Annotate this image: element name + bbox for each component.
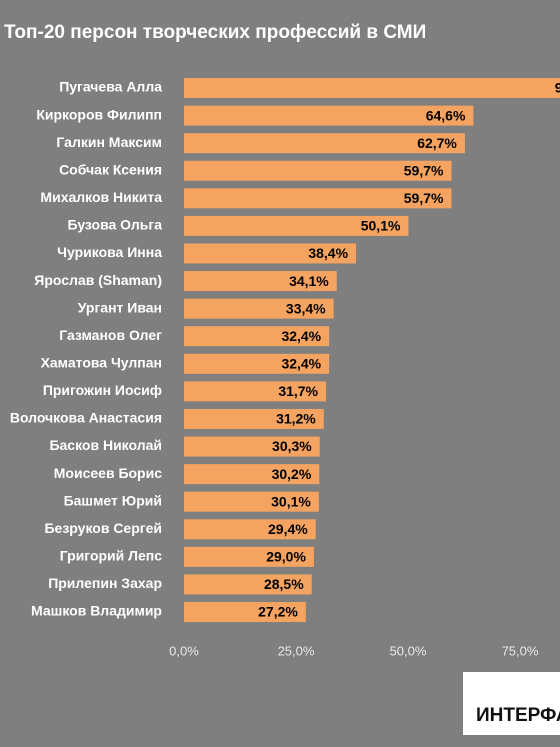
bar — [184, 215, 409, 236]
value-label: 59,7% — [404, 190, 444, 206]
category-label: Пригожин Иосиф — [43, 382, 162, 398]
bar — [184, 602, 306, 623]
value-label: 62,7% — [417, 135, 457, 151]
bar — [184, 78, 560, 98]
value-label: 32,4% — [281, 356, 321, 372]
bar — [184, 408, 324, 429]
value-label: 93,4% — [555, 80, 560, 96]
bar — [184, 133, 465, 154]
x-tick-label: 75,0% — [502, 643, 539, 658]
value-label: 30,3% — [272, 438, 312, 454]
category-label: Газманов Олег — [59, 327, 162, 343]
value-label: 30,1% — [271, 493, 311, 509]
bar — [184, 353, 330, 374]
category-label: Киркоров Филипп — [36, 106, 162, 122]
category-label: Бузова Ольга — [67, 217, 162, 233]
category-label: Басков Николай — [49, 437, 162, 453]
category-label: Машков Владимир — [31, 603, 162, 619]
bar — [184, 464, 320, 485]
category-label: Собчак Ксения — [59, 161, 162, 177]
category-label: Хаматова Чулпан — [41, 355, 162, 371]
chart-title: Топ-20 персон творческих профессий в СМИ — [4, 22, 426, 43]
bar — [184, 491, 319, 512]
value-label: 31,7% — [278, 383, 318, 399]
x-tick-label: 0,0% — [169, 643, 199, 658]
category-label: Башмет Юрий — [64, 492, 162, 508]
value-label: 30,2% — [272, 466, 312, 482]
logo: ИНТЕРФАКС — [476, 705, 560, 726]
bar — [184, 326, 330, 347]
bar — [184, 546, 314, 567]
value-label: 59,7% — [404, 162, 444, 178]
x-tick-label: 25,0% — [278, 643, 315, 658]
value-label: 29,0% — [266, 549, 306, 565]
category-label: Михалков Никита — [40, 189, 162, 205]
category-label: Пугачева Алла — [59, 79, 162, 95]
bar — [184, 436, 320, 457]
category-label: Галкин Максим — [56, 134, 162, 150]
value-label: 50,1% — [361, 218, 401, 234]
category-label: Безруков Сергей — [44, 520, 162, 536]
bar — [184, 381, 327, 402]
bar — [184, 519, 316, 540]
category-label: Прилепин Захар — [48, 575, 162, 591]
value-label: 31,2% — [276, 411, 316, 427]
bar — [184, 243, 357, 264]
logo-box — [463, 672, 560, 735]
category-label: Ургант Иван — [78, 299, 162, 315]
value-label: 38,4% — [308, 245, 348, 261]
value-label: 29,4% — [268, 521, 308, 537]
value-label: 34,1% — [289, 273, 329, 289]
bar — [184, 160, 452, 181]
bar — [184, 574, 312, 595]
x-tick-label: 50,0% — [390, 643, 427, 658]
value-label: 28,5% — [264, 576, 304, 592]
value-label: 33,4% — [286, 300, 326, 316]
category-label: Григорий Лепс — [60, 548, 162, 564]
bar — [184, 105, 474, 126]
category-label: Моисеев Борис — [54, 465, 162, 481]
value-label: 64,6% — [426, 107, 466, 123]
bar — [184, 188, 452, 209]
category-label: Ярослав (Shaman) — [34, 272, 162, 288]
value-label: 27,2% — [258, 604, 298, 620]
category-label: Волочкова Анастасия — [10, 410, 162, 426]
bar — [184, 271, 337, 292]
bar — [184, 298, 334, 319]
value-label: 32,4% — [281, 328, 321, 344]
category-label: Чурикова Инна — [57, 244, 162, 260]
